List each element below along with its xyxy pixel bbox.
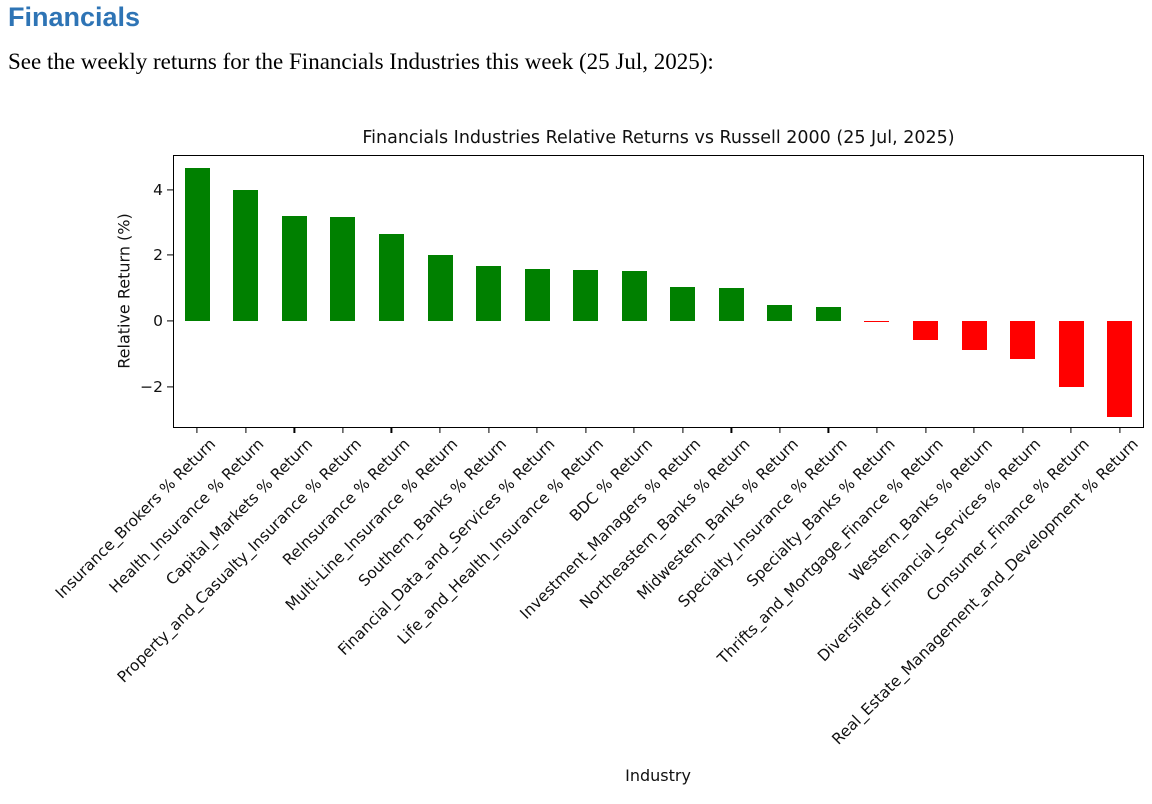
y-tick <box>167 320 173 322</box>
x-tick <box>924 428 927 434</box>
x-tick <box>342 428 344 434</box>
chart-title: Financials Industries Relative Returns v… <box>362 128 955 148</box>
x-tick <box>439 428 441 434</box>
x-tick <box>390 428 393 434</box>
bar <box>378 233 404 321</box>
x-tick <box>1119 428 1121 434</box>
x-tick-label: Thrifts_and_Mortgage_Finance % Return <box>714 435 948 668</box>
page-title: Financials <box>8 2 141 32</box>
x-tick <box>1022 428 1024 434</box>
bar <box>281 215 307 321</box>
y-tick <box>167 189 173 191</box>
x-tick <box>536 428 538 434</box>
bar <box>961 320 987 350</box>
bar <box>670 286 696 321</box>
x-tick <box>973 428 975 434</box>
bar <box>233 189 259 321</box>
y-tick-label: 4 <box>153 180 163 199</box>
y-tick <box>167 386 173 388</box>
x-axis-label: Industry <box>625 766 691 785</box>
intro-text: See the weekly returns for the Financial… <box>8 49 714 74</box>
x-tick <box>730 428 732 434</box>
relative-returns-bar-chart: Financials Industries Relative Returns v… <box>0 118 1152 804</box>
x-tick <box>682 428 684 434</box>
bar <box>913 320 939 340</box>
x-tick <box>585 428 587 434</box>
y-tick-label: 0 <box>153 311 163 330</box>
x-tick <box>245 428 247 434</box>
y-axis-label: Relative Return (%) <box>114 213 134 369</box>
x-tick <box>487 428 490 434</box>
y-tick-label: 2 <box>153 246 163 265</box>
bar <box>1107 320 1133 418</box>
bar <box>864 320 890 323</box>
x-tick <box>779 428 781 434</box>
bar <box>815 306 841 321</box>
bar <box>476 265 502 321</box>
bar <box>767 304 793 321</box>
bar <box>621 271 647 321</box>
bar <box>524 269 550 321</box>
plot-area <box>173 154 1144 429</box>
x-tick <box>196 428 198 434</box>
bar <box>1010 320 1036 360</box>
bar <box>330 216 356 321</box>
bar <box>184 168 210 321</box>
x-tick <box>1070 428 1072 434</box>
bar <box>573 269 599 321</box>
bar <box>427 254 453 321</box>
x-tick <box>633 428 635 434</box>
y-tick <box>167 254 173 256</box>
x-tick <box>827 428 830 434</box>
y-tick-label: −2 <box>140 377 163 396</box>
bar <box>1058 320 1084 388</box>
x-tick-label: Diversified_Financial_Services % Return <box>814 435 1045 666</box>
x-tick <box>876 428 878 434</box>
x-tick <box>293 428 295 434</box>
bar <box>718 288 744 321</box>
